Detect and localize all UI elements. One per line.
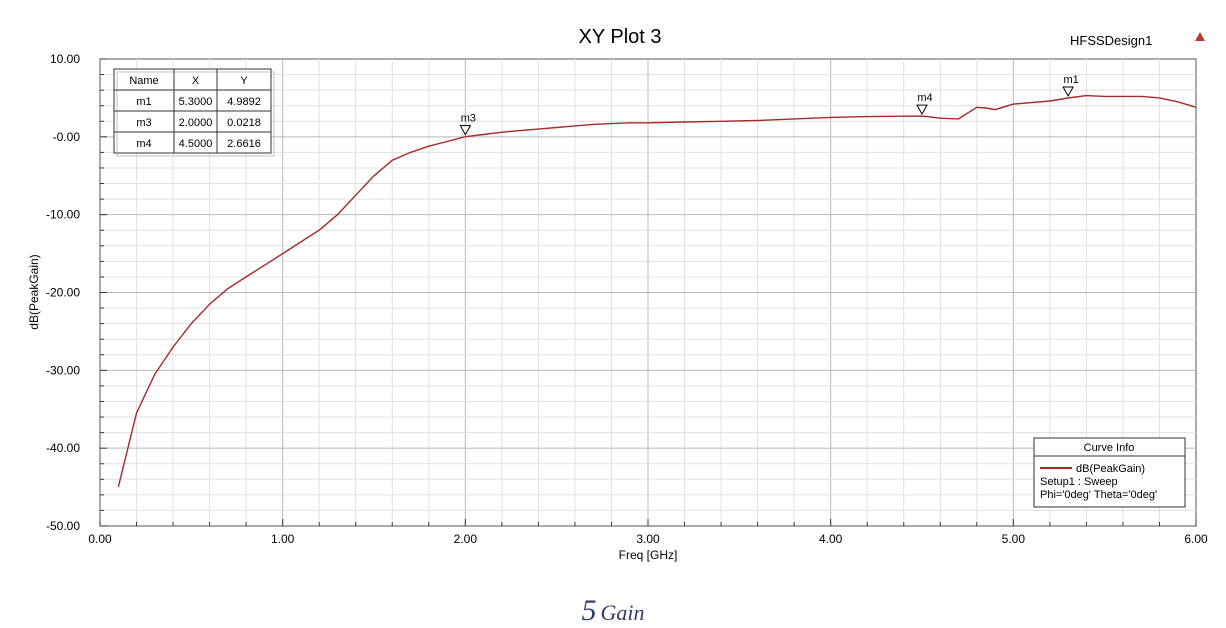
x-tick-label: 6.00 bbox=[1184, 532, 1208, 546]
table-cell: m4 bbox=[136, 138, 151, 150]
series-line bbox=[117, 94, 1197, 488]
x-tick-label: 5.00 bbox=[1002, 532, 1026, 546]
legend-angle-text: Phi='0deg' Theta='0deg' bbox=[1040, 489, 1157, 501]
x-tick-label: 0.00 bbox=[88, 532, 112, 546]
curve-info-title: Curve Info bbox=[1084, 442, 1135, 454]
legend-setup-text: Setup1 : Sweep bbox=[1040, 476, 1118, 488]
legend-series-label: dB(PeakGain) bbox=[1076, 463, 1145, 475]
marker-m4-label: m4 bbox=[917, 92, 932, 104]
caption-number: 5 bbox=[581, 594, 597, 627]
chart-title: XY Plot 3 bbox=[578, 26, 662, 48]
marker-m3-triangle bbox=[459, 125, 472, 136]
design-warning-icon bbox=[1195, 32, 1205, 41]
x-tick-label: 2.00 bbox=[454, 532, 478, 546]
table-cell: 4.9892 bbox=[227, 96, 261, 108]
chart-svg: 0.00 1.00 2.00 3.00 4.00 5.00 6.00 10.00 -0.00 -… bbox=[27, 52, 1208, 562]
x-tick-labels: 0.00 1.00 2.00 3.00 4.00 5.00 6.00 bbox=[88, 532, 1208, 546]
x-tick-label: 1.00 bbox=[271, 532, 295, 546]
y-tick-label: -10.00 bbox=[46, 208, 80, 222]
y-axis-label: dB(PeakGain) bbox=[27, 254, 41, 329]
caption-text: Gain bbox=[600, 600, 645, 625]
table-cell: 0.0218 bbox=[227, 117, 261, 129]
table-cell: m3 bbox=[136, 117, 151, 129]
marker-table: Name X Ym1 5.3000 4.9892 m3 2.0000 0.0218 m4 4.50… bbox=[113, 68, 275, 157]
y-tick-label: -40.00 bbox=[46, 441, 80, 455]
table-header-cell: X bbox=[192, 75, 200, 87]
table-cell: 4.5000 bbox=[179, 138, 213, 150]
y-tick-label: -20.00 bbox=[46, 286, 80, 300]
markers-group: m1 m3 m4 bbox=[459, 74, 1079, 136]
curve-info-legend: Curve Info dB(PeakGain) Setup1 : Sweep P… bbox=[1033, 437, 1186, 508]
x-tick-label: 4.00 bbox=[819, 532, 843, 546]
y-tick-label: -0.00 bbox=[53, 130, 81, 144]
table-cell: 5.3000 bbox=[179, 96, 213, 108]
y-tick-labels: 10.00 -0.00 -10.00 -20.00 -30.00 -40.00 -50.00 bbox=[46, 52, 80, 533]
table-cell: 2.0000 bbox=[179, 117, 213, 129]
axis-ticks bbox=[99, 58, 1197, 527]
marker-m4-triangle bbox=[916, 104, 928, 116]
table-header-cell: Y bbox=[240, 75, 248, 87]
y-tick-label: -30.00 bbox=[46, 363, 80, 377]
figure-caption: 5 Gain bbox=[0, 594, 1226, 628]
marker-m1-label: m1 bbox=[1063, 74, 1078, 86]
y-tick-label: 10.00 bbox=[50, 52, 80, 66]
design-name-label: HFSSDesign1 bbox=[1070, 33, 1153, 48]
table-header-cell: Name bbox=[129, 75, 158, 87]
series-group bbox=[117, 94, 1197, 488]
x-tick-label: 3.00 bbox=[636, 532, 660, 546]
x-axis-label: Freq [GHz] bbox=[619, 548, 678, 562]
marker-m1-triangle bbox=[1062, 86, 1074, 98]
table-cell: m1 bbox=[136, 96, 151, 108]
y-tick-label: -50.00 bbox=[46, 519, 80, 533]
marker-m3-label: m3 bbox=[461, 113, 476, 125]
table-cell: 2.6616 bbox=[227, 138, 261, 150]
